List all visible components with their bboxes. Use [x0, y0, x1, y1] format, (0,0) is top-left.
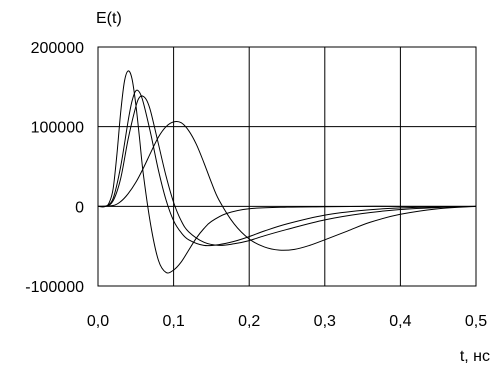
x-tick-label: 0,3: [314, 313, 336, 330]
x-tick-label: 0,5: [465, 313, 487, 330]
x-tick-label: 0,4: [389, 313, 411, 330]
y-axis-label: E(t): [96, 10, 122, 27]
y-tick-label: 100000: [31, 120, 84, 137]
series-group: [97, 70, 477, 274]
x-axis-label: t, нс: [460, 348, 490, 365]
y-tick-label: 200000: [31, 40, 84, 57]
x-tick-label: 0,2: [238, 313, 260, 330]
x-axis-ticks: 0,0 0,1 0,2 0,3 0,4 0,5: [87, 313, 487, 330]
y-axis-ticks: 200000 100000 0 -100000: [25, 40, 84, 296]
x-tick-label: 0,0: [87, 313, 109, 330]
series-line-4: [97, 120, 477, 251]
x-tick-label: 0,1: [162, 313, 184, 330]
y-tick-label: 0: [75, 199, 84, 216]
plot-frame: [97, 46, 477, 287]
series-line-3: [97, 95, 477, 246]
series-line-1: [97, 70, 476, 274]
series-line-2: [97, 89, 477, 247]
y-tick-label: -100000: [25, 279, 84, 296]
